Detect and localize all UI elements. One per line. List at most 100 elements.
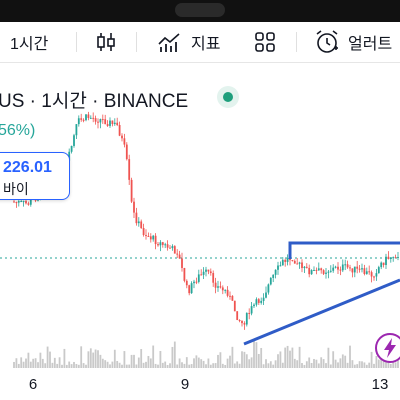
candle-body — [373, 276, 375, 278]
candle-body — [75, 124, 78, 136]
volume-bar — [325, 363, 327, 368]
volume-bar — [68, 361, 71, 368]
candle-body — [370, 272, 373, 277]
candle-body — [327, 271, 330, 273]
volume-bar — [226, 358, 229, 368]
volume-bar — [313, 358, 315, 368]
lightning-button[interactable] — [375, 333, 400, 363]
status-pill — [175, 3, 225, 17]
candle-body — [337, 266, 339, 270]
candle-body — [281, 259, 284, 266]
volume-bar — [301, 363, 303, 368]
volume-bar — [298, 346, 301, 368]
candle-body — [188, 285, 191, 294]
candle-body — [101, 119, 104, 121]
volume-bar — [104, 360, 107, 368]
toolbar-divider — [76, 32, 77, 52]
volume-bar — [257, 353, 260, 368]
candle-body — [260, 300, 263, 303]
candle-body — [121, 135, 123, 139]
volume-bar — [243, 351, 246, 368]
candle-body — [185, 280, 188, 286]
volume-bar — [221, 363, 224, 368]
volume-bar — [121, 364, 123, 368]
candle-body — [375, 273, 378, 277]
volume-bar — [32, 358, 35, 368]
candle-body — [262, 297, 265, 301]
candle-body — [169, 247, 171, 249]
candle-body — [226, 289, 229, 296]
volume-bar — [238, 363, 241, 368]
volume-bar — [229, 355, 231, 368]
volume-bar — [267, 363, 270, 368]
volume-bar — [44, 363, 47, 368]
candle-body — [113, 122, 116, 125]
interval-button[interactable]: 1시간 — [10, 22, 48, 62]
candle-body — [154, 235, 157, 245]
volume-bar — [63, 348, 66, 368]
volume-bar — [173, 341, 176, 368]
volume-bar — [75, 364, 78, 368]
candle-body — [181, 258, 183, 268]
candle-body — [334, 266, 337, 268]
x-axis-label: 13 — [371, 376, 389, 393]
symbol-title[interactable]: US · 1시간 · BINANCE — [0, 91, 189, 112]
chart-type-button[interactable] — [94, 22, 118, 62]
candle-body — [365, 271, 368, 274]
trendline-support[interactable] — [243, 278, 400, 346]
candle-body — [241, 320, 243, 324]
alert-button[interactable]: 얼러트 — [314, 22, 392, 62]
candle-body — [298, 262, 301, 264]
volume-bar — [193, 358, 195, 368]
volume-bar — [344, 355, 347, 368]
volume-bar — [241, 351, 243, 368]
candle-body — [257, 299, 260, 303]
candle-body — [195, 281, 198, 283]
candle-body — [97, 121, 99, 123]
order-price-tooltip[interactable]: 226.01 바이 — [0, 152, 70, 200]
candle-body — [320, 268, 323, 271]
tooltip-action: 바이 — [3, 181, 29, 197]
candle-body — [92, 117, 95, 119]
volume-bar — [73, 361, 75, 368]
volume-bar — [233, 363, 236, 368]
volume-bar — [53, 357, 56, 368]
volume-bar — [109, 364, 111, 368]
volume-bar — [317, 363, 320, 368]
candle-body — [193, 281, 195, 284]
volume-bar — [145, 361, 147, 368]
volume-bar — [13, 361, 15, 368]
candle-body — [329, 270, 332, 272]
candle-body — [291, 260, 294, 262]
candle-body — [202, 271, 205, 275]
volume-bar — [82, 363, 85, 368]
indicators-button[interactable]: 지표 — [157, 22, 220, 62]
candle-body — [135, 212, 138, 224]
volume-bar — [97, 350, 99, 368]
volume-bar — [397, 354, 399, 368]
candle-body — [377, 267, 380, 274]
volume-bar — [286, 345, 289, 368]
candle-body — [29, 199, 32, 205]
volume-bar — [284, 347, 287, 368]
volume-bar — [185, 357, 188, 368]
volume-bar — [394, 362, 397, 368]
volume-bar — [361, 361, 363, 368]
volume-bar — [159, 350, 162, 368]
volume-bar — [207, 358, 210, 368]
layout-button[interactable] — [254, 22, 276, 62]
price-chart[interactable] — [0, 62, 400, 374]
volume-bar — [116, 360, 119, 368]
candle-body — [82, 119, 85, 121]
volume-bar — [181, 362, 183, 368]
volume-bar — [231, 346, 234, 368]
volume-bar — [272, 364, 275, 368]
candle-body — [243, 323, 246, 325]
candle-body — [301, 262, 303, 269]
volume-bar — [277, 354, 279, 368]
trendline-top[interactable] — [288, 241, 400, 259]
volume-bar — [171, 346, 174, 368]
candle-body — [303, 266, 306, 269]
volume-bar — [248, 359, 251, 368]
candle-body — [17, 201, 20, 203]
